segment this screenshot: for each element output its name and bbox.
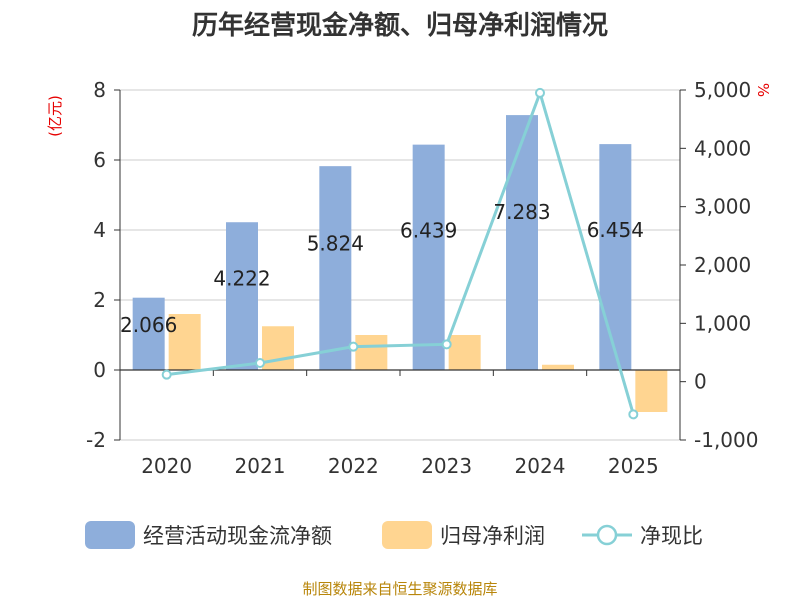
ratio-line (161, 87, 639, 420)
chart-title: 历年经营现金净额、归母净利润情况 (192, 10, 608, 41)
left-tick-label-2: 2 (93, 288, 106, 312)
right-tick-label-0: -1,000 (694, 428, 758, 452)
legend-swatch-cashflow (85, 521, 135, 549)
right-tick-label-4: 3,000 (694, 195, 751, 219)
data-labels: 2.066 4.222 5.824 6.439 7.283 6.454 (120, 200, 644, 337)
data-label-2025: 6.454 (587, 218, 644, 242)
data-label-2024: 7.283 (493, 200, 550, 224)
profit-bar-2020 (168, 314, 201, 370)
left-tick-label-5: 8 (93, 78, 106, 102)
legend: 经营活动现金流净额 归母净利润 净现比 (85, 521, 703, 549)
ratio-point-2025 (628, 409, 639, 420)
legend-label-profit: 归母净利润 (440, 524, 545, 548)
cashflow-bar-2024 (506, 115, 538, 370)
profit-bar-2021 (262, 326, 294, 370)
profit-bar-2024 (542, 364, 574, 370)
profit-bar-2023 (448, 335, 481, 370)
profit-bar-2025 (635, 370, 668, 412)
data-label-2020: 2.066 (120, 313, 177, 337)
x-tick-label-2025: 2025 (608, 454, 659, 478)
x-tick-label-2022: 2022 (328, 454, 379, 478)
ratio-point-2024 (535, 87, 545, 98)
source-note: 制图数据来自恒生聚源数据库 (302, 580, 497, 598)
ratio-line-path (166, 88, 635, 415)
grid-lines (120, 89, 680, 441)
right-axis-unit: % (754, 83, 772, 97)
right-tick-label-2: 1,000 (694, 311, 751, 335)
bars (132, 115, 668, 412)
left-tick-label-1: 0 (93, 358, 106, 382)
right-tick-label-6: 5,000 (694, 78, 751, 102)
legend-swatch-profit (382, 521, 432, 549)
x-tick-label-2024: 2024 (515, 454, 566, 478)
data-label-2023: 6.439 (400, 218, 457, 242)
left-tick-label-4: 6 (93, 148, 106, 172)
data-label-2022: 5.824 (307, 232, 364, 256)
x-tick-label-2021: 2021 (235, 454, 286, 478)
legend-swatch-ratio-marker (596, 524, 618, 546)
cashflow-bar-2020 (132, 297, 165, 370)
cashflow-bar-2021 (226, 222, 258, 370)
ratio-point-2021 (255, 358, 265, 368)
profit-bar-2022 (355, 335, 388, 370)
ratio-point-2023 (441, 339, 452, 350)
x-tick-label-2023: 2023 (421, 454, 472, 478)
legend-label-ratio: 净现比 (640, 524, 703, 548)
left-tick-label-3: 4 (93, 218, 106, 242)
left-axis-unit: (亿元) (46, 95, 64, 137)
ratio-point-2020 (161, 369, 172, 380)
cashflow-bar-2025 (599, 144, 632, 370)
data-label-2021: 4.222 (213, 266, 270, 290)
right-tick-label-3: 2,000 (694, 253, 751, 277)
ratio-point-2022 (348, 341, 359, 352)
cashflow-bar-2023 (412, 144, 445, 370)
legend-label-cashflow: 经营活动现金流净额 (143, 524, 332, 548)
right-tick-label-5: 4,000 (694, 136, 751, 160)
x-tick-label-2020: 2020 (141, 454, 192, 478)
cashflow-bar-2022 (319, 166, 352, 370)
left-tick-label-0: -2 (86, 428, 106, 452)
right-tick-label-1: 0 (694, 370, 707, 394)
